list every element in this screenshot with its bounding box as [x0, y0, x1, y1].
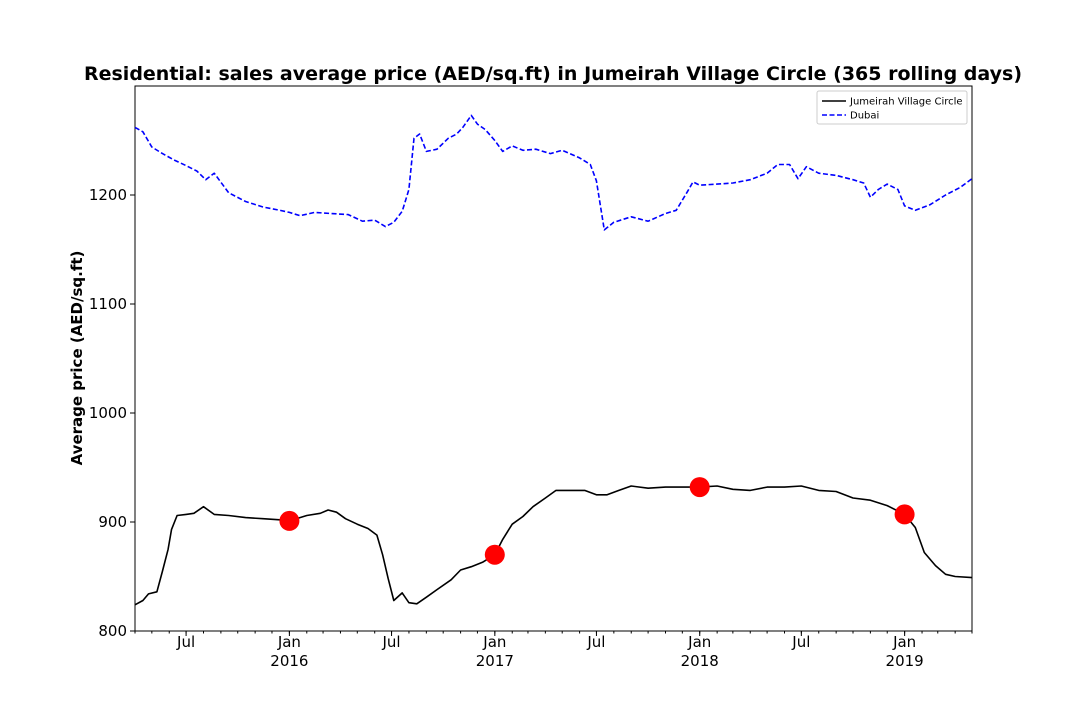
legend-label-jvc: Jumeirah Village Circle	[849, 97, 963, 108]
x-tick-label: Jan	[482, 633, 506, 651]
y-tick-label: 1000	[89, 404, 127, 422]
x-tick-label: Jul	[381, 633, 400, 651]
x-tick-label: Jan	[687, 633, 711, 651]
highlight-marker	[894, 504, 915, 525]
y-tick-label: 800	[98, 622, 127, 640]
y-tick-label: 1200	[89, 186, 127, 204]
series-layer	[134, 114, 973, 606]
y-axis-ticks: 800 900 1000 1100 1200	[89, 186, 135, 640]
highlight-marker	[689, 477, 710, 498]
y-tick-label: 1100	[89, 295, 127, 313]
plot-frame	[134, 85, 973, 632]
legend-label-dubai: Dubai	[850, 111, 879, 122]
x-tick-label: Jul	[586, 633, 605, 651]
y-tick-label: 900	[98, 513, 127, 531]
marker-layer	[279, 477, 915, 565]
x-tick-label: Jul	[176, 633, 195, 651]
x-tick-year-label: 2019	[886, 652, 924, 670]
chart-title: Residential: sales average price (AED/sq…	[84, 63, 1022, 85]
series-line-dubai	[134, 114, 973, 231]
legend-box	[816, 90, 968, 125]
x-tick-year-label: 2016	[270, 652, 308, 670]
x-tick-year-label: 2018	[681, 652, 719, 670]
x-tick-label: Jul	[791, 633, 810, 651]
series-line-jvc	[134, 485, 973, 606]
y-axis-label: Average price (AED/sq.ft)	[68, 251, 86, 466]
highlight-marker	[279, 510, 300, 531]
legend: Jumeirah Village Circle Dubai	[816, 90, 968, 125]
highlight-marker	[484, 544, 505, 565]
x-tick-year-label: 2017	[476, 652, 514, 670]
x-tick-label: Jan	[277, 633, 301, 651]
x-tick-label: Jan	[892, 633, 916, 651]
